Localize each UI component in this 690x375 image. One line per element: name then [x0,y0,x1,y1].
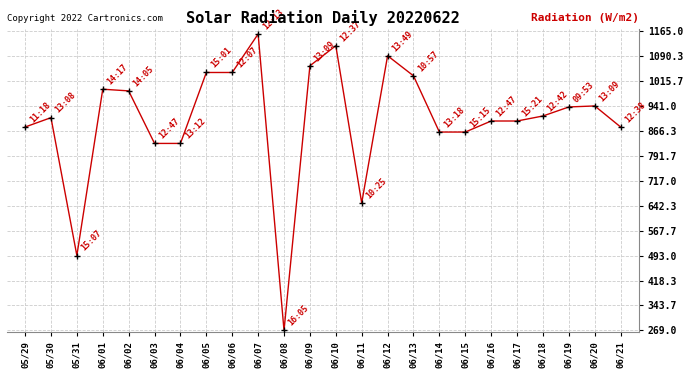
Text: 13:09: 13:09 [598,79,622,103]
Text: 13:08: 13:08 [54,91,78,115]
Text: 09:53: 09:53 [571,80,595,104]
Text: 15:15: 15:15 [468,105,492,129]
Text: 13:18: 13:18 [442,105,466,129]
Text: 12:42: 12:42 [546,89,570,113]
Text: 12:47: 12:47 [157,117,181,141]
Text: 16:05: 16:05 [287,304,310,328]
Text: 12:37: 12:37 [339,19,363,43]
Text: 12:47: 12:47 [494,94,518,118]
Text: 12:38: 12:38 [624,100,647,124]
Text: 13:49: 13:49 [391,29,415,53]
Text: 10:57: 10:57 [416,49,440,73]
Text: 11:18: 11:18 [28,100,52,124]
Text: 14:17: 14:17 [106,62,130,87]
Text: 12:13: 12:13 [261,7,285,31]
Text: 13:12: 13:12 [184,117,207,141]
Text: 15:07: 15:07 [79,229,104,253]
Text: Radiation (W/m2): Radiation (W/m2) [531,13,639,23]
Text: 15:01: 15:01 [209,46,233,70]
Text: 10:25: 10:25 [364,176,388,200]
Text: 13:09: 13:09 [313,39,337,63]
Text: Copyright 2022 Cartronics.com: Copyright 2022 Cartronics.com [7,14,163,23]
Text: 12:07: 12:07 [235,46,259,70]
Text: 14:05: 14:05 [131,64,155,88]
Text: 15:21: 15:21 [520,94,544,118]
Title: Solar Radiation Daily 20220622: Solar Radiation Daily 20220622 [186,10,460,26]
